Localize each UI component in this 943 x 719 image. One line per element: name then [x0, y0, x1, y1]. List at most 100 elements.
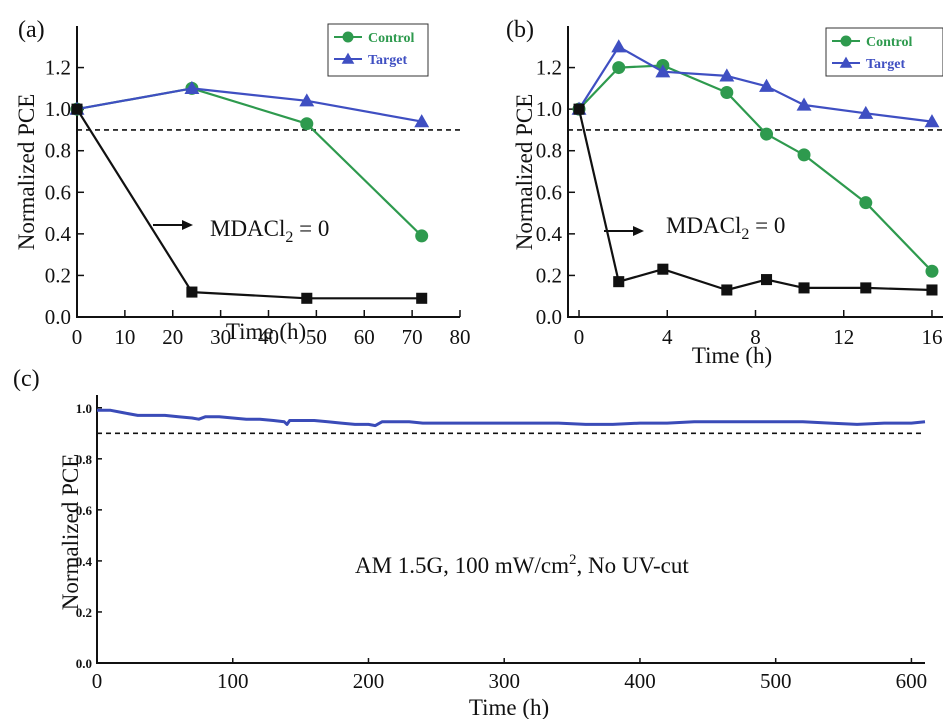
y-tick-label: 0.6 [76, 503, 93, 518]
x-tick-label: 600 [896, 669, 928, 693]
data-point [798, 282, 810, 294]
y-tick-label: 0.4 [76, 554, 93, 569]
x-tick-label: 50 [306, 325, 327, 349]
data-point [924, 114, 940, 128]
x-tick-label: 4 [662, 325, 673, 349]
y-tick-label: 0.6 [536, 180, 562, 204]
annotation-text: MDACl2 = 0 [666, 213, 785, 243]
y-axis-title: Normalized PCE [14, 94, 39, 251]
data-point [761, 274, 773, 286]
y-tick-label: 1.0 [76, 401, 92, 416]
data-point [796, 97, 812, 111]
data-point [573, 103, 585, 115]
data-point [184, 80, 200, 94]
x-tick-label: 12 [833, 325, 854, 349]
series-unlabeled [97, 408, 926, 428]
panel-a: 0.0 0.2 0.4 0.6 0.8 1.0 1.2 0 10 20 30 40 50 60 70 80 Co… [14, 17, 471, 349]
y-tick-label: 0.4 [536, 222, 563, 246]
x-axis-title: Time (h) [226, 319, 306, 344]
series-line [76, 108, 422, 300]
legend-marker [341, 52, 355, 64]
series-target [69, 80, 430, 128]
legend-marker [839, 56, 853, 68]
data-point [414, 114, 430, 128]
legend-label: Control [368, 31, 415, 46]
axes-c [96, 395, 925, 664]
legend-label: Target [866, 57, 905, 72]
y-tick-label: 1.2 [45, 56, 71, 80]
panel-label: (c) [13, 366, 40, 392]
series-unlabeled [573, 103, 938, 296]
legend-a: Control Target [327, 23, 429, 77]
series-unlabeled [71, 103, 428, 304]
series-line [578, 45, 933, 123]
y-tick-label: 1.2 [536, 56, 562, 80]
data-point [657, 263, 669, 275]
panel-b: 0.0 0.2 0.4 0.6 0.8 1.0 1.2 0 4 8 12 16 Control Targe… [506, 17, 943, 368]
x-tick-label: 0 [574, 325, 585, 349]
data-point [300, 117, 314, 131]
x-tick-label: 20 [162, 325, 183, 349]
y-tick-label: 0.8 [536, 139, 562, 163]
legend-label: Target [368, 53, 407, 68]
y-tick-label: 0.0 [45, 305, 71, 329]
y-tick-label: 1.0 [45, 97, 71, 121]
series-line [76, 87, 423, 237]
data-point [611, 39, 627, 53]
legend-marker [342, 31, 354, 43]
data-point [655, 64, 671, 78]
y-tick-label: 0.2 [76, 605, 92, 620]
data-point [797, 148, 811, 162]
data-point [860, 282, 872, 294]
data-point [858, 105, 874, 119]
annotation-text: MDACl2 = 0 [210, 216, 329, 246]
x-axis-title: Time (h) [469, 695, 549, 719]
data-point [612, 61, 626, 75]
y-tick-label: 0.0 [536, 305, 562, 329]
y-tick-label: 0.8 [76, 452, 93, 467]
data-point [71, 103, 83, 115]
x-tick-label: 60 [354, 325, 375, 349]
y-tick-label: 0.2 [536, 263, 562, 287]
data-point [719, 68, 735, 82]
x-axis-title: Time (h) [692, 343, 772, 368]
x-tick-label: 8 [750, 325, 761, 349]
y-tick-label: 1.0 [536, 97, 562, 121]
x-tick-label: 10 [114, 325, 135, 349]
x-tick-label: 0 [92, 669, 103, 693]
data-point [301, 292, 313, 304]
x-tick-label: 80 [450, 325, 471, 349]
legend-marker [840, 35, 852, 47]
x-tick-label: 300 [488, 669, 520, 693]
series-line [577, 108, 933, 292]
data-point [859, 196, 873, 210]
x-tick-label: 500 [760, 669, 792, 693]
series-control [572, 58, 939, 278]
x-tick-label: 400 [624, 669, 656, 693]
annotation-text: AM 1.5G, 100 mW/cm2, No UV-cut [355, 552, 689, 578]
series-line [97, 408, 926, 428]
y-axis-title: Normalized PCE [512, 94, 537, 251]
y-tick-label: 0.2 [45, 263, 71, 287]
data-point [926, 284, 938, 296]
panel-label: (b) [506, 17, 534, 43]
y-tick-label: 0.0 [76, 656, 92, 671]
x-tick-label: 30 [210, 325, 231, 349]
data-point [925, 264, 939, 278]
x-tick-label: 100 [217, 669, 249, 693]
panel-label: (a) [18, 17, 45, 43]
y-axis-title: Normalized PCE [58, 454, 83, 611]
data-point [760, 127, 774, 141]
data-point [186, 286, 198, 298]
series-line [578, 64, 933, 273]
x-tick-label: 200 [353, 669, 385, 693]
arrow-head [182, 220, 193, 230]
x-tick-label: 70 [402, 325, 423, 349]
y-tick-label: 0.6 [45, 180, 71, 204]
x-tick-label: 0 [72, 325, 83, 349]
panel-c: 0.0 0.2 0.4 0.6 0.8 1.0 0 100 200 300 400 500 600 AM … [13, 366, 927, 719]
x-tick-label: 40 [258, 325, 279, 349]
data-point [720, 86, 734, 100]
data-point [416, 292, 428, 304]
